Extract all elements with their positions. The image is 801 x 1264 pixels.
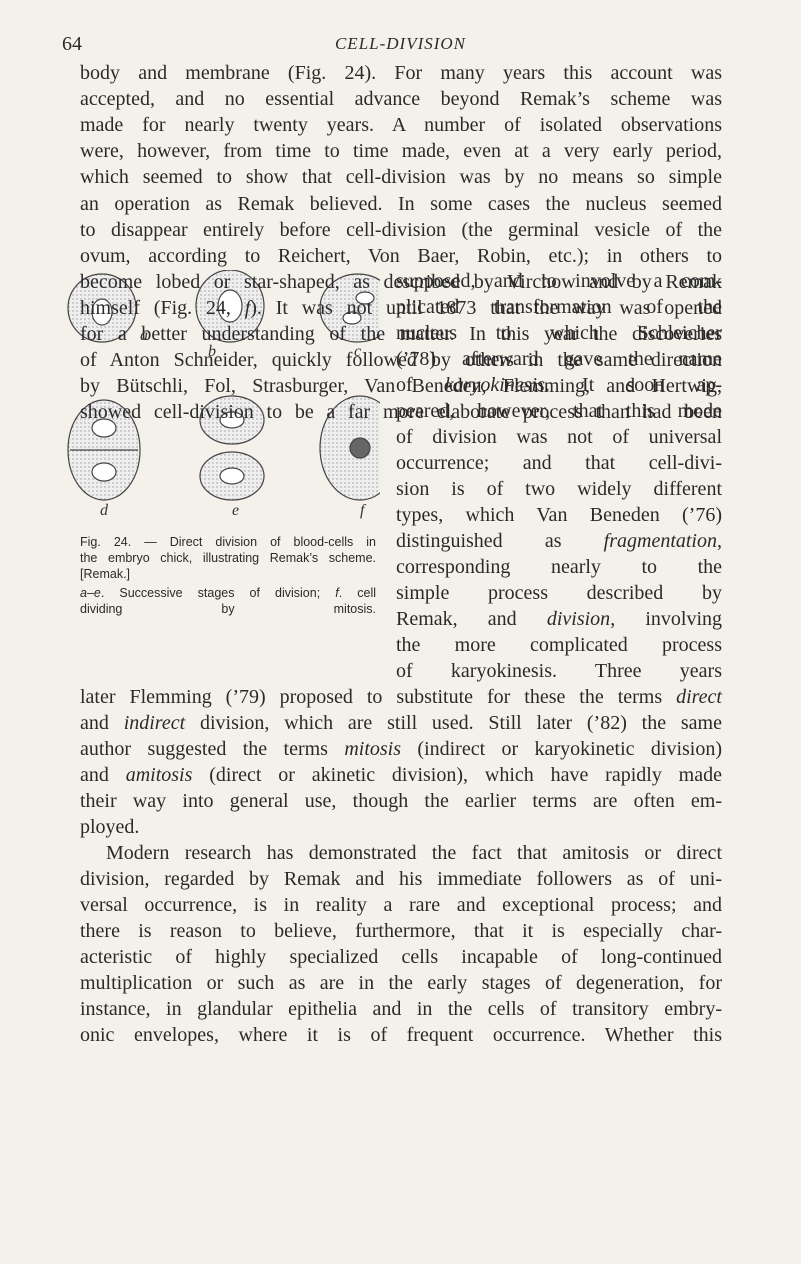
text-line: were, however, from time to time made, e… [80,140,722,163]
figure-caption: Fig. 24. — Direct division of blood-cell… [80,535,376,549]
italic-text: indirect [123,712,186,734]
text-line: author suggested the terms mitosis (indi… [80,738,722,761]
text-line: nucleus to which Schleicher [396,322,722,344]
text-line: of karyokinesis. It soon ap- [396,374,722,397]
text-line: later Flemming (’79) proposed to substit… [80,686,722,709]
text-line: an operation as Remak believed. In some … [80,192,722,215]
text-line: Modern research has demonstrated the fac… [106,842,722,864]
text-span: . It soon ap- [544,374,722,396]
italic-text: karyokinesis [444,374,545,396]
figure-legend: a–e. Successive stages of division; f. c… [80,586,376,600]
text-line: corresponding nearly to the [396,556,722,578]
text-line: and indirect division, which are still u… [80,712,722,735]
text-line: ployed. [80,816,140,838]
text-span: later Flemming (’79) proposed to substit… [80,686,677,708]
text-line: become lobed or star-shaped, as describe… [80,270,722,293]
text-span: , [717,530,722,552]
text-span: division, which are still used. Still la… [185,712,722,734]
italic-text: mitosis [344,738,402,760]
text-line: supposed, and to involve a com- [396,270,722,292]
text-span: . cell [338,586,376,600]
text-line: of karyokinesis. Three years [396,660,722,682]
text-line: himself (Fig. 24, f). It was not until 1… [80,297,722,320]
figure: a b c d e f [67,270,380,519]
text-line: (’78) afterward gave the name [396,348,722,370]
text-line: distinguished as fragmentation, [396,530,722,553]
italic-text: a–e [80,586,101,600]
figure-label: b [208,343,216,360]
figure-legend: dividing by mitosis. [80,602,376,616]
text-line: body and membrane (Fig. 24). For many ye… [80,62,722,84]
text-line: showed cell-division to be a far more el… [80,401,722,424]
text-line: Remak, and division, involving [396,608,722,631]
text-line: types, which Van Beneden (’76) [396,504,722,526]
text-line: peared, however, that this mode [396,400,722,422]
text-span: himself (Fig. 24, [80,296,245,319]
text-line: to disappear entirely before cell-divisi… [80,218,722,241]
text-line: acteristic of highly specialized cells i… [80,946,722,968]
text-line: accepted, and no essential advance beyon… [80,88,722,111]
text-line: their way into general use, though the e… [80,790,722,812]
italic-text: f [244,296,251,319]
text-line: of division was not of universal [396,426,722,448]
text-span: ). It was not until 1873 that the way wa… [250,296,722,319]
text-span: (indirect or karyokinetic division) [401,738,723,760]
text-span: (direct or akinetic division), which hav… [192,764,722,786]
text-line: ovum, according to Reichert, Von Baer, R… [80,244,722,267]
text-line: for a better understanding of the matter… [80,323,722,345]
figure-label: e [232,502,239,519]
text-line: simple process described by [396,582,722,604]
text-line: division, regarded by Remak and his imme… [80,868,722,890]
figure-label: f [360,502,367,519]
text-span: . Successive stages of division; [100,586,336,600]
text-line: which seemed to show that cell-division … [80,166,722,189]
text-line: and amitosis (direct or akinetic divisio… [80,764,722,787]
text-line: by Bütschli, Fol, Strasburger, Van Bened… [80,375,722,398]
italic-text: fragmentation [603,530,717,552]
running-title: CELL-DIVISION [334,34,467,53]
text-line: the more complicated process [396,634,722,656]
text-span: author suggested the terms [80,738,345,760]
text-span: and [80,712,124,734]
text-span: , involving [610,608,723,630]
italic-text: direct [676,686,722,708]
figure-caption: [Remak.] [80,567,131,581]
text-line: there is reason to believe, furthermore,… [80,920,722,942]
text-line: multiplication or such as are in the ear… [80,972,722,994]
text-line: occurrence; and that cell-divi- [396,452,722,474]
text-span: Remak, and [396,608,547,630]
text-line: of Anton Schneider, quickly followed by … [80,349,722,372]
figure-label: a [140,327,148,344]
figure-caption: the embryo chick, illustrating Remak’s s… [80,551,376,565]
italic-text: f [335,586,339,600]
text-span: and [80,764,126,786]
text-line: versal occurrence, is in reality a rare … [80,894,722,916]
page-number: 64 [62,33,82,55]
text-line: made for nearly twenty years. A number o… [80,114,722,137]
text-line: onic envelopes, where it is of frequent … [80,1024,722,1046]
italic-text: division [546,608,611,630]
text-span: distinguished as [396,530,604,552]
text-span: of [396,374,445,396]
text-line: sion is of two widely different [396,478,722,500]
text-line: plicated transformation of the [396,296,722,318]
text-line: instance, in glandular epithelia and in … [80,998,722,1020]
figure-label: d [100,502,109,519]
figure-label: c [354,343,361,360]
italic-text: amitosis [125,764,193,786]
